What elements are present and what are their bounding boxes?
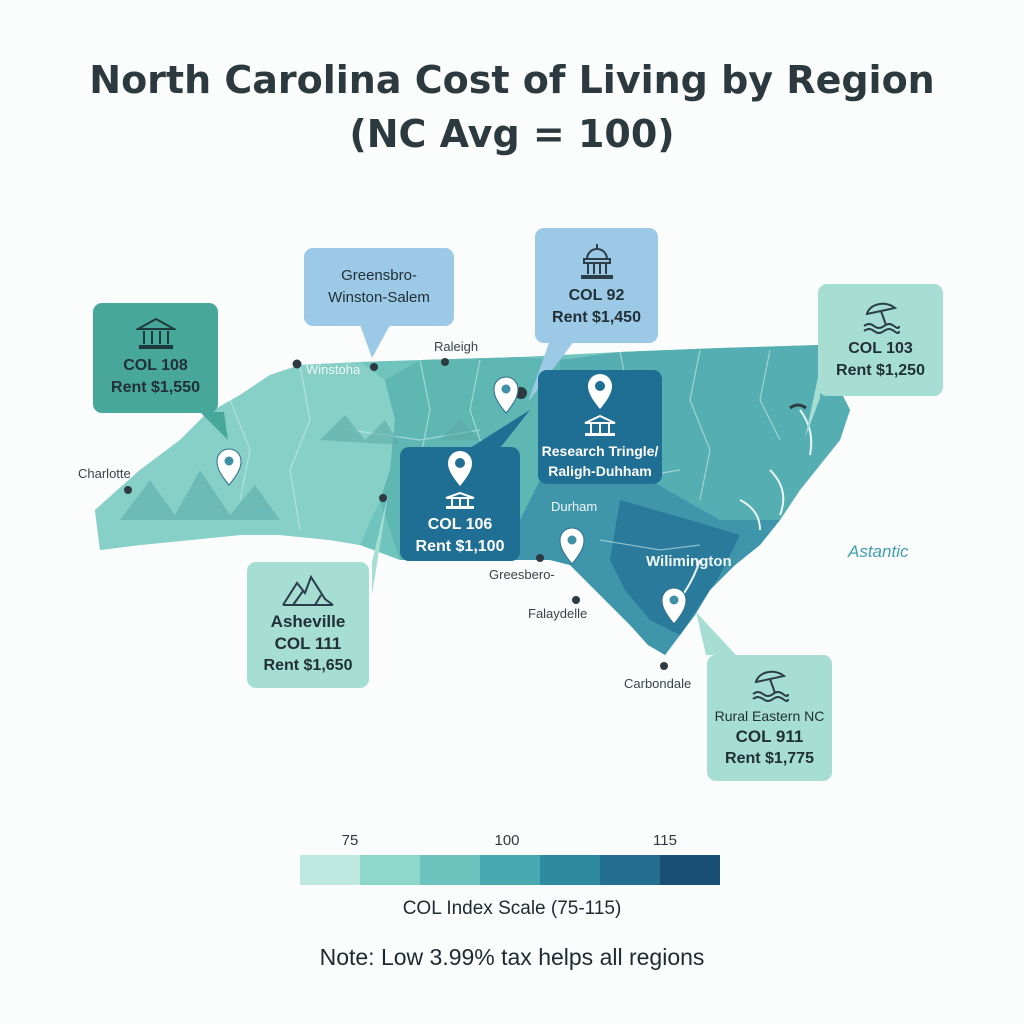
callout-name-line2: Raligh-Duhham [548,463,652,479]
callout-tail-rural [696,612,736,655]
mountain-texture [120,415,480,520]
callout-tail-coast [805,368,820,438]
city-label-winston: Winstoha [306,362,361,377]
legend-title: COL Index Scale (75-115) [402,898,622,919]
legend-swatch-6 [660,855,720,885]
beach-umbrella-icon [862,302,900,334]
callout-col: COL 108 [123,357,188,374]
callout-greensboro-winston-salem: Greensbro- Winston-Salem [304,248,454,326]
region-west [95,362,395,550]
callout-name: Asheville [270,612,346,631]
legend-swatch-0 [300,855,360,885]
callout-raleigh: COL 92 Rent $1,450 [535,228,658,343]
city-label-charlotte: Charlotte [78,466,131,481]
callout-rural-eastern-nc: Rural Eastern NC COL 911 Rent $1,775 [707,655,832,781]
legend-color-scale [300,855,720,885]
location-pins [216,376,687,625]
callout-tail-greensboro [360,325,390,358]
legend-swatch-1 [360,855,420,885]
callout-name: Rural Eastern NC [714,708,825,724]
callout-tail-charlotte [200,412,228,440]
map-title: North Carolina Cost of Living by Region [89,58,935,102]
callout-tail-asheville [372,495,388,595]
callout-central: COL 106 Rent $1,100 [400,447,520,561]
callout-research-triangle: Research Tringle/ Raligh-Duhham [538,370,662,484]
callout-col: COL 106 [427,516,493,533]
capitol-dome-icon [580,243,613,279]
city-label-durham: Durham [551,499,598,514]
sound-mark [789,403,807,410]
legend-tick-75: 75 [341,832,359,849]
building-icon [445,492,475,509]
callout-rent: Rent $1,450 [552,308,641,326]
building-icon [584,415,616,436]
map-subtitle: (NC Avg = 100) [349,112,675,156]
callout-rent: Rent $1,650 [263,657,353,674]
city-label-greensboro: Greesbero- [489,567,555,582]
ocean-label: Astantic [848,542,909,561]
callout-charlotte: COL 108 Rent $1,550 [93,303,218,413]
callout-col: COL 111 [274,634,342,653]
city-label-raleigh: Raleigh [434,339,479,354]
city-label-fayetteville: Falaydelle [528,606,588,621]
map-pin-icon [448,451,472,486]
legend-swatch-4 [540,855,600,885]
callout-rent: Rent $1,100 [415,538,505,555]
legend-swatch-2 [420,855,480,885]
callout-name-line1: Research Tringle/ [541,443,659,459]
bank-icon [135,317,176,349]
callout-rent: Rent $1,775 [725,750,814,767]
callout-col: COL 911 [735,727,804,746]
legend-tick-115: 115 [653,832,677,849]
legend-tick-100: 100 [494,832,520,849]
callout-tail-center [470,410,530,448]
legend-swatch-5 [600,855,660,885]
footnote: Note: Low 3.99% tax helps all regions [319,944,705,970]
callout-asheville: Asheville COL 111 Rent $1,650 [247,562,369,688]
mountains-icon [282,574,334,606]
beach-umbrella-icon [751,670,789,702]
legend-swatch-3 [480,855,540,885]
map-pin-icon [588,374,612,409]
callout-col: COL 103 [848,340,913,357]
callout-name-line1: Greensbro- [341,267,417,284]
callout-rent: Rent $1,550 [111,379,200,396]
callout-rent: Rent $1,250 [836,362,925,379]
city-label-carbondale: Carbondale [624,676,692,691]
callout-coast: COL 103 Rent $1,250 [818,284,943,396]
callout-col: COL 92 [568,286,625,304]
region-wilmington [610,500,740,635]
callout-name-line2: Winston-Salem [328,289,430,306]
city-label-wilmington: Wilimington [646,553,732,570]
